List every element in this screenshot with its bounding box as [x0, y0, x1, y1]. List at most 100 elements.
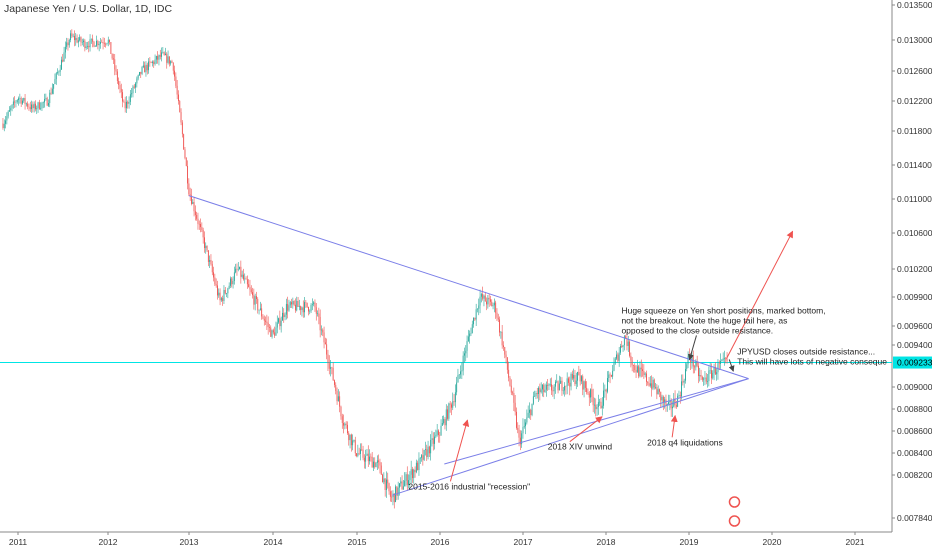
candle-body [565, 385, 567, 387]
candle-body [404, 480, 406, 487]
candle-body [406, 474, 408, 486]
trendline-descending[interactable] [188, 195, 749, 380]
candle-body [189, 193, 191, 196]
candle-body [516, 411, 517, 428]
candle-body [525, 422, 527, 427]
candle-body [369, 456, 371, 462]
candle-body [596, 407, 598, 410]
candle-body [535, 393, 537, 397]
candle-body [184, 149, 186, 158]
candle-body [317, 313, 319, 315]
candle-body [235, 268, 237, 273]
candle-body [9, 110, 10, 112]
candle-body [207, 250, 209, 262]
candle-body [239, 266, 241, 269]
candle-body [41, 102, 43, 109]
candle-body [122, 92, 124, 102]
candle-body [425, 449, 426, 451]
candle-body [142, 65, 144, 67]
candle-body [661, 396, 663, 401]
candle-body [682, 381, 684, 383]
candle-body [408, 480, 410, 486]
candle-body [222, 298, 224, 301]
candle-body [709, 370, 711, 371]
candle-body [295, 304, 296, 311]
earnings-icon[interactable] [728, 496, 741, 508]
candle-body [488, 297, 490, 300]
candle-body [616, 354, 618, 359]
candle-body [66, 42, 68, 47]
candle-body [289, 302, 291, 306]
candle-body [475, 309, 477, 320]
candle-body [672, 406, 673, 409]
candle-body [670, 400, 672, 409]
candle-body [531, 403, 533, 416]
candle-body [412, 469, 413, 479]
candle-body [365, 455, 367, 462]
y-tick-label: 0.008800 [897, 404, 932, 414]
candle-body [623, 336, 625, 346]
candle-body [161, 52, 163, 57]
candle-body [334, 380, 335, 385]
candle-body [555, 381, 556, 387]
candle-body [438, 430, 439, 436]
annotation[interactable]: 2018 XIV unwind [548, 416, 613, 452]
candle-body [322, 329, 324, 333]
projection-arrow[interactable] [726, 230, 794, 359]
candle-body [330, 367, 332, 369]
candle-body [344, 423, 346, 426]
candle-body [696, 362, 698, 366]
candle-body [337, 396, 339, 402]
candle-body [71, 33, 73, 37]
annotation[interactable]: 2015-2016 industrial "recession" [408, 419, 530, 491]
candle-body [224, 289, 226, 294]
candle-body [28, 106, 30, 108]
candle-body [15, 101, 17, 103]
annotation[interactable]: JPYUSD closes outside resistance... This … [728, 346, 887, 372]
candle-body [648, 383, 650, 386]
candle-body [527, 412, 529, 418]
candle-body [331, 367, 333, 368]
candle-body [152, 61, 153, 63]
candle-body [467, 336, 469, 342]
candle-body [53, 84, 55, 89]
candle-body [231, 278, 233, 285]
candle-body [612, 370, 614, 377]
candle-body [356, 453, 358, 456]
candle-body [167, 56, 169, 63]
candle-body [118, 80, 120, 85]
annotation[interactable]: Huge squeeze on Yen short positions, mar… [621, 305, 826, 361]
annotation[interactable]: 2018 q4 liquidations [647, 414, 723, 448]
candle-body [642, 369, 644, 372]
candle-body [293, 301, 295, 305]
candle-body [514, 402, 516, 412]
candle-body [192, 201, 194, 204]
candle-body [206, 245, 208, 251]
candle-body [154, 59, 156, 65]
candle-body [166, 53, 168, 63]
candle-body [280, 320, 282, 327]
candle-body [42, 102, 44, 103]
candle-body [269, 327, 270, 328]
candle-body [254, 296, 256, 305]
candle-body [401, 481, 403, 490]
candle-body [210, 259, 212, 265]
annotation-text: 2018 XIV unwind [548, 442, 613, 452]
event-icons[interactable] [728, 496, 741, 527]
candle-body [360, 449, 361, 454]
candle-body [543, 384, 545, 393]
annotation-line: This will have lots of negative conseque [737, 356, 887, 366]
candle-body [115, 69, 117, 72]
candle-body [383, 478, 385, 483]
candle-body [577, 372, 579, 381]
candle-body [718, 363, 720, 365]
candle-body [590, 389, 592, 398]
dividend-icon[interactable] [728, 515, 741, 527]
candle-body [300, 306, 302, 311]
candle-body [114, 59, 116, 70]
candle-body [649, 383, 651, 386]
candle-body [266, 321, 268, 323]
candle-body [376, 460, 378, 463]
candle-body [318, 313, 320, 317]
